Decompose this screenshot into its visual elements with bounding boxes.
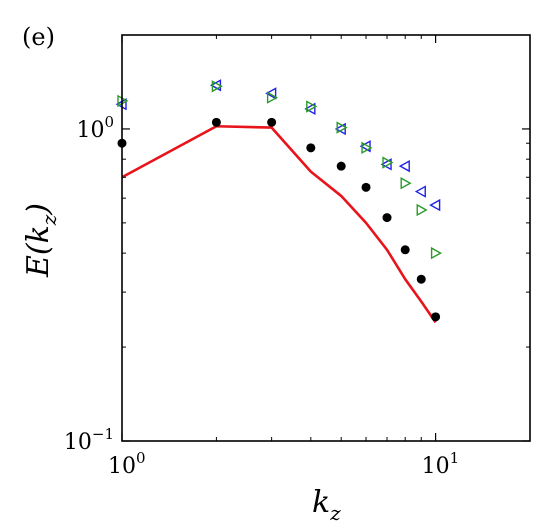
data-point-circle xyxy=(416,274,426,284)
data-point-circle xyxy=(400,245,410,255)
panel-label: (e) xyxy=(22,23,55,51)
data-point-circle xyxy=(306,143,316,153)
data-point-triangle-left xyxy=(304,102,316,116)
data-point-circle xyxy=(336,161,346,171)
data-point-triangle-left xyxy=(380,158,392,171)
data-point-triangle-right xyxy=(266,91,279,104)
data-point-triangle-right xyxy=(400,177,412,190)
data-point-triangle-right xyxy=(336,121,348,134)
data-point-triangle-right xyxy=(416,203,428,217)
y-axis-label: E(kz) xyxy=(21,203,61,278)
data-point-triangle-left xyxy=(398,159,410,173)
series-layer xyxy=(115,79,443,324)
data-point-circle xyxy=(431,312,441,322)
data-point-triangle-left xyxy=(429,198,441,212)
data-point-circle xyxy=(211,117,221,127)
data-point-triangle-left xyxy=(414,185,426,198)
x-tick-label: 100 xyxy=(108,449,146,479)
data-point-triangle-right xyxy=(306,100,318,113)
data-point-triangle-right xyxy=(430,246,443,260)
series-line xyxy=(121,124,437,324)
data-point-circle xyxy=(361,182,371,192)
plot-frame xyxy=(121,34,531,442)
data-point-circle xyxy=(382,213,392,223)
data-point-triangle-right xyxy=(361,141,373,155)
data-point-triangle-left xyxy=(265,87,277,100)
y-tick-label: 100 xyxy=(76,113,114,143)
data-point-triangle-right xyxy=(382,156,394,169)
data-point-triangle-left xyxy=(359,140,371,153)
x-tick-label: 101 xyxy=(422,449,460,479)
data-point-triangle-right xyxy=(211,80,223,93)
y-tick-label: 10−1 xyxy=(64,425,114,455)
x-axis-label: kz xyxy=(312,485,341,525)
data-point-circle xyxy=(267,117,277,127)
